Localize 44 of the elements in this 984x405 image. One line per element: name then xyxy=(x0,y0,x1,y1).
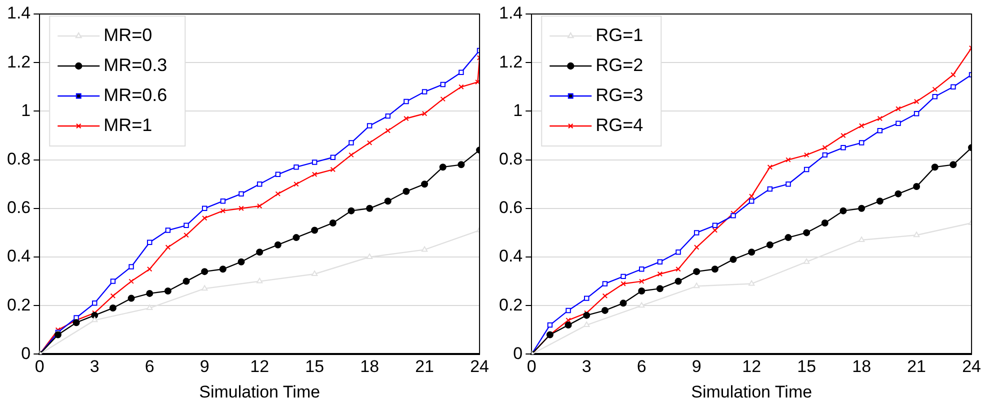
y-tick-label: 0.6 xyxy=(6,198,31,218)
x-tick-label: 21 xyxy=(907,357,926,376)
y-tick-label: 1 xyxy=(21,100,31,120)
y-tick-label: 0.6 xyxy=(498,198,523,218)
y-tick-label: 0 xyxy=(21,344,31,363)
y-tick-label: 0.4 xyxy=(6,246,31,266)
x-tick-label: 24 xyxy=(470,357,490,376)
x-tick-label: 6 xyxy=(144,357,154,376)
y-tick-label: 0.2 xyxy=(498,295,523,314)
y-tick-label: 0.8 xyxy=(6,149,31,168)
x-axis-title: Simulation Time xyxy=(199,382,320,402)
x-tick-label: 18 xyxy=(360,357,380,376)
y-tick-label: 0.8 xyxy=(498,149,523,168)
legend-label: MR=0.6 xyxy=(104,84,168,105)
x-tick-label: 24 xyxy=(962,357,982,376)
legend-label: MR=1 xyxy=(104,114,152,135)
y-tick-label: 1.2 xyxy=(6,52,31,72)
y-tick-label: 0 xyxy=(513,344,523,363)
x-tick-label: 12 xyxy=(250,357,270,376)
x-tick-label: 9 xyxy=(200,357,210,376)
legend-label: RG=2 xyxy=(596,54,644,75)
x-tick-label: 6 xyxy=(636,357,646,376)
y-tick-label: 1.4 xyxy=(6,4,31,23)
x-tick-label: 12 xyxy=(742,357,762,376)
legend-label: RG=4 xyxy=(596,114,644,135)
x-tick-label: 3 xyxy=(90,357,100,376)
x-tick-label: 0 xyxy=(526,357,536,376)
x-axis-title: Simulation Time xyxy=(691,382,812,402)
x-tick-label: 21 xyxy=(415,357,434,376)
y-tick-label: 1 xyxy=(513,100,523,120)
legend-label: RG=3 xyxy=(596,84,644,105)
y-tick-label: 0.4 xyxy=(498,246,523,266)
legend-label: MR=0.3 xyxy=(104,54,168,75)
y-tick-label: 1.2 xyxy=(498,52,523,72)
x-tick-label: 18 xyxy=(852,357,872,376)
y-tick-label: 0.2 xyxy=(6,295,31,314)
x-tick-label: 3 xyxy=(582,357,592,376)
legend-label: MR=0 xyxy=(104,24,152,45)
x-tick-label: 15 xyxy=(305,357,324,376)
legend-label: RG=1 xyxy=(596,24,644,45)
y-tick-label: 1.4 xyxy=(498,4,523,23)
x-tick-label: 9 xyxy=(692,357,702,376)
x-tick-label: 0 xyxy=(34,357,44,376)
x-tick-label: 15 xyxy=(797,357,816,376)
